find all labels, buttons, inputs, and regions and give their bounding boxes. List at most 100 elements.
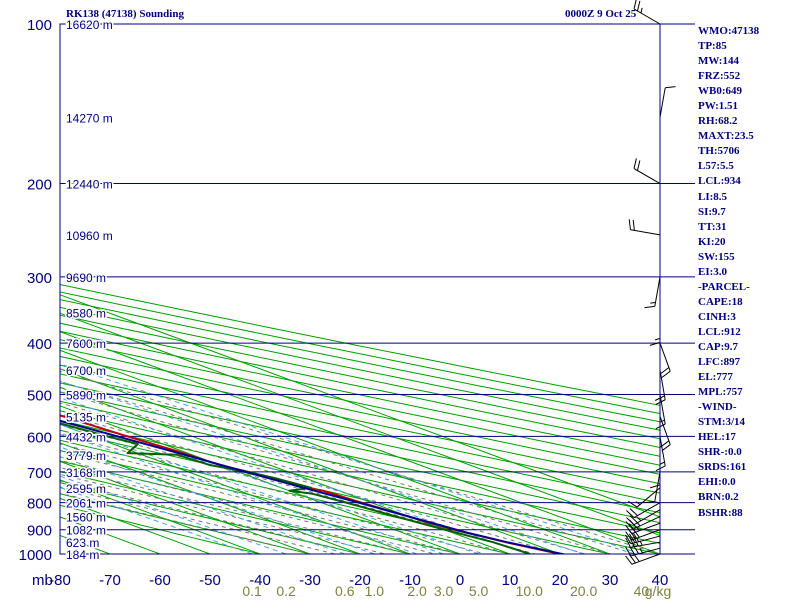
wind-barb: [649, 312, 661, 346]
temperature-tick-label: -80: [49, 572, 71, 589]
dry-adiabat-line: [60, 460, 463, 554]
moist-adiabat-line: [60, 451, 462, 554]
wind-barb: [625, 522, 661, 534]
plot-frame: [59, 23, 661, 555]
mixing-ratio-label: 5.0: [469, 583, 489, 599]
wind-barb: [633, 158, 661, 184]
index-item: KI:20: [698, 235, 726, 248]
mixing-ratio-line: [60, 475, 287, 554]
index-item: SW:155: [698, 250, 735, 263]
index-item: EHI:0.0: [698, 476, 736, 489]
height-label: 184 m: [66, 548, 99, 562]
height-label: 10960 m: [66, 229, 113, 243]
dry-adiabat-line: [60, 400, 660, 534]
index-item: WB0:649: [698, 85, 742, 98]
index-item: TH:5706: [698, 145, 740, 158]
moist-adiabat-line: [60, 402, 587, 554]
wind-barb: [625, 532, 661, 545]
height-label: 7600 m: [66, 337, 106, 351]
mixing-ratio-label: 1.0: [365, 583, 385, 599]
wind-barb: [659, 342, 671, 378]
wind-barb: [625, 536, 661, 548]
temperature-tick-label: -10: [399, 572, 421, 589]
index-item: -WIND-: [698, 401, 737, 414]
dry-adiabat-line: [60, 410, 660, 544]
height-label: 14270 m: [66, 111, 113, 125]
height-label: 2061 m: [66, 497, 106, 511]
height-label: 2595 m: [66, 482, 106, 496]
wind-barb: [628, 219, 661, 236]
pressure-tick-label: 600: [27, 429, 52, 446]
mixing-ratio-label: 0.6: [335, 583, 355, 599]
moist-adiabat-line: [60, 480, 363, 554]
wind-barb: [659, 86, 676, 118]
mixing-ratio-unit: g/kg: [645, 583, 671, 599]
height-label: 5890 m: [66, 388, 106, 402]
index-item: EL:777: [698, 371, 733, 384]
temperature-tick-label: 20: [552, 572, 569, 589]
isobar-lines: [60, 23, 695, 555]
index-item: -PARCEL-: [698, 280, 750, 293]
mixing-ratio-label: 20.0: [570, 583, 597, 599]
temperature-tick-label: 40: [652, 572, 669, 589]
mixing-ratio-label: 0.1: [242, 583, 262, 599]
dry-adiabat-line: [60, 504, 263, 554]
valid-time: 0000Z 9 Oct 25: [565, 8, 637, 20]
height-label: 12440 m: [66, 178, 113, 192]
pressure-unit-label: mb: [32, 572, 53, 589]
index-item: CINH:3: [698, 310, 736, 323]
index-item: CAPE:18: [698, 295, 743, 308]
mixing-ratio-line: [60, 446, 375, 554]
pressure-axis-labels: 100 200 300 400 500 600 700 800 900 1000 mb: [19, 17, 53, 589]
dry-adiabat-line: [60, 373, 660, 504]
isotherm-line: [60, 294, 660, 518]
temperature-axis-labels: -80 -70 -60 -50 -40 -30 -20 -10 0 10 20 30 40: [49, 572, 668, 589]
dry-adiabat-line: [60, 391, 660, 524]
dry-adiabat-line: [60, 419, 660, 554]
wind-barb: [626, 502, 661, 519]
pressure-tick-label: 200: [27, 177, 52, 194]
index-item: STM:3/14: [698, 416, 746, 429]
mixing-ratio-label: 40: [634, 583, 650, 599]
index-item: RH:68.2: [698, 115, 738, 128]
dry-adiabat-line: [60, 493, 313, 554]
height-label: 1082 m: [66, 524, 106, 538]
isotherm-line: [60, 312, 660, 537]
stability-indices-panel: WMO:47138 TP:85 MW:144 FRZ:552 WB0:649 PW:1.5…: [698, 24, 798, 521]
height-label: 4432 m: [66, 430, 106, 444]
dry-adiabat-line: [60, 291, 660, 415]
temperature-tick-label: 10: [502, 572, 519, 589]
dry-adiabat-line: [60, 382, 660, 514]
moist-adiabat-line: [60, 413, 562, 554]
height-label: 6700 m: [66, 364, 106, 378]
index-item: LCL:934: [698, 175, 741, 188]
pressure-tick-label: 800: [27, 496, 52, 513]
temperature-tick-label: 30: [602, 572, 619, 589]
index-item: FRZ:552: [698, 70, 741, 83]
mixing-ratio-line: [60, 424, 444, 554]
height-label: 623 m: [66, 536, 99, 550]
index-item: PW:1.51: [698, 100, 739, 113]
index-item: L57:5.5: [698, 160, 734, 173]
index-item: LFC:897: [698, 356, 741, 369]
height-label: 3168 m: [66, 466, 106, 480]
dry-adiabat-line: [60, 314, 660, 440]
moist-adiabat-lines: [60, 370, 660, 554]
pressure-tick-label: 100: [27, 17, 52, 34]
temperature-tick-label: -70: [99, 572, 121, 589]
index-item: HEL:17: [698, 431, 736, 444]
dry-adiabat-line: [60, 482, 363, 554]
wind-barb: [625, 516, 661, 530]
profile-lines: [60, 414, 568, 554]
index-item: SHR-:0.0: [698, 446, 742, 459]
pressure-tick-label: 900: [27, 523, 52, 540]
wind-barb: [644, 276, 661, 309]
height-label: 9690 m: [66, 271, 106, 285]
pressure-tick-label: 400: [27, 336, 52, 353]
mixing-ratio-line: [60, 432, 418, 554]
index-item: EI:3.0: [698, 265, 728, 278]
isotherm-line: [60, 331, 660, 554]
mixing-ratio-line: [60, 456, 345, 554]
index-item: SI:9.7: [698, 205, 726, 218]
